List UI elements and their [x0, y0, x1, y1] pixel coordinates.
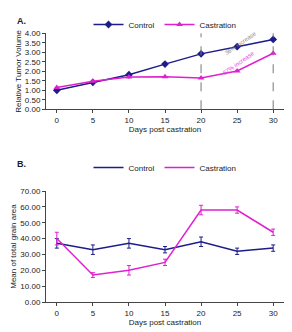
- svg-text:15: 15: [161, 116, 170, 125]
- svg-text:4.00: 4.00: [25, 29, 41, 38]
- svg-text:2.50: 2.50: [25, 58, 41, 67]
- svg-text:Control: Control: [129, 164, 155, 173]
- svg-text:30.00: 30.00: [20, 250, 41, 259]
- svg-text:25: 25: [233, 116, 242, 125]
- svg-text:60.00: 60.00: [20, 203, 41, 212]
- svg-text:1.50: 1.50: [25, 77, 41, 86]
- svg-text:3.50: 3.50: [25, 39, 41, 48]
- svg-text:70.00: 70.00: [20, 187, 41, 196]
- svg-text:10: 10: [124, 309, 133, 318]
- svg-text:15: 15: [161, 309, 170, 318]
- svg-text:30: 30: [269, 309, 278, 318]
- svg-text:2.00: 2.00: [25, 67, 41, 76]
- svg-text:30: 30: [269, 116, 278, 125]
- svg-text:10: 10: [124, 116, 133, 125]
- svg-text:40.00: 40.00: [20, 234, 41, 243]
- svg-text:0.00: 0.00: [25, 298, 41, 307]
- svg-text:Control: Control: [129, 21, 155, 30]
- svg-text:Castration: Castration: [200, 21, 236, 30]
- svg-text:B.: B.: [17, 159, 26, 169]
- svg-text:0.50: 0.50: [25, 96, 41, 105]
- svg-text:Relative Tumor Volume: Relative Tumor Volume: [14, 29, 23, 112]
- svg-text:Mean of total grain area: Mean of total grain area: [9, 204, 18, 289]
- svg-text:50.00: 50.00: [20, 219, 41, 228]
- svg-text:3.00: 3.00: [25, 48, 41, 57]
- svg-text:A.: A.: [17, 16, 26, 26]
- svg-text:0: 0: [55, 116, 60, 125]
- svg-text:Days post castration: Days post castration: [129, 125, 201, 134]
- svg-text:20: 20: [197, 309, 206, 318]
- svg-text:20: 20: [197, 116, 206, 125]
- svg-text:Castration: Castration: [200, 164, 236, 173]
- svg-text:25: 25: [233, 309, 242, 318]
- svg-text:10.00: 10.00: [20, 282, 41, 291]
- svg-text:67% increase: 67% increase: [222, 50, 256, 76]
- svg-text:Days post castration: Days post castration: [129, 318, 201, 327]
- svg-text:5: 5: [91, 309, 96, 318]
- svg-text:5: 5: [91, 116, 96, 125]
- svg-text:36% increase: 36% increase: [224, 30, 258, 56]
- svg-text:0: 0: [55, 309, 60, 318]
- svg-text:20.00: 20.00: [20, 266, 41, 275]
- svg-text:0.00: 0.00: [25, 105, 41, 114]
- svg-text:1.00: 1.00: [25, 86, 41, 95]
